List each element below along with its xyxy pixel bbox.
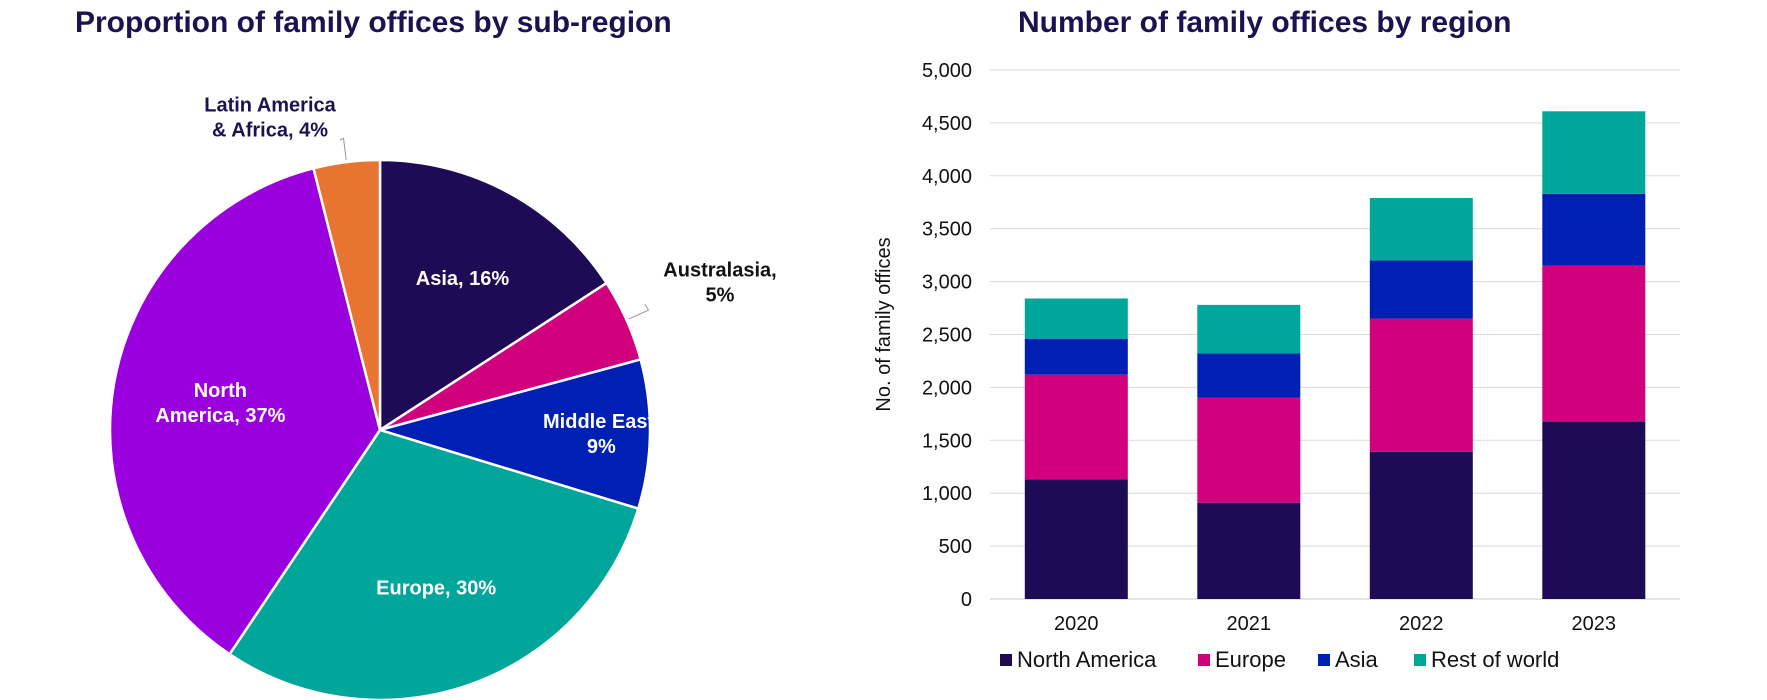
pie-label-latin_america_africa: & Africa, 4% — [212, 120, 328, 142]
bar-segment-rest-of-world — [1197, 304, 1301, 354]
pie-slice-europe — [227, 428, 640, 700]
pie-label-latin_america_africa: Latin America — [204, 95, 336, 117]
pie-label-middle_east: Middle East, — [543, 411, 660, 433]
bar-segment-europe — [1542, 265, 1646, 422]
bar-segment-asia — [1369, 260, 1473, 319]
bar-segment-europe — [1197, 398, 1301, 503]
y-tick-label: 3,500 — [922, 219, 972, 241]
bar-chart-title: Number of family offices by region — [1018, 6, 1512, 39]
pie-slice-latin_america_africa — [311, 158, 382, 431]
pie-slice-middle_east — [375, 357, 652, 511]
pie-label-middle_east: 9% — [587, 436, 616, 458]
bar-segment-asia — [1024, 338, 1128, 375]
y-tick-label: 4,000 — [922, 166, 972, 188]
y-tick-label: 0 — [961, 589, 972, 611]
bar-segment-europe — [1369, 318, 1473, 452]
pie-label-australasia: 5% — [706, 285, 735, 307]
pie-slice-north_america — [108, 166, 382, 656]
y-tick-label: 1,500 — [922, 430, 972, 452]
x-tick-label: 2020 — [1054, 613, 1099, 635]
bar-segment-north-america — [1369, 451, 1473, 599]
pie-slice-asia — [378, 158, 609, 433]
bar-segment-europe — [1024, 374, 1128, 480]
y-axis-label: No. of family offices — [873, 237, 895, 411]
pie-chart: Asia, 16% Australasia, 5% Middle East, 9% Eur… — [108, 95, 777, 700]
bar-segment-north-america — [1024, 479, 1128, 599]
legend-swatch — [1414, 654, 1426, 666]
legend-label: Asia — [1335, 647, 1379, 672]
bar-segment-rest-of-world — [1542, 111, 1646, 194]
y-tick-label: 2,000 — [922, 377, 972, 399]
bar-segment-asia — [1542, 193, 1646, 266]
bar-segment-rest-of-world — [1369, 198, 1473, 261]
legend-label: Rest of world — [1431, 647, 1559, 672]
bar-segment-north-america — [1542, 421, 1646, 599]
pie-chart-title: Proportion of family offices by sub-regi… — [75, 6, 672, 39]
pie-label-europe: Europe, 30% — [376, 578, 496, 600]
pie-label-asia: Asia, 16% — [416, 268, 510, 290]
y-tick-label: 500 — [939, 536, 972, 558]
pie-label-north_america: America, 37% — [155, 405, 285, 427]
legend-label: North America — [1017, 647, 1157, 672]
y-tick-label: 4,500 — [922, 113, 972, 135]
bar-segment-asia — [1197, 353, 1301, 398]
y-tick-label: 2,500 — [922, 325, 972, 347]
pie-label-north_america: North — [194, 380, 247, 402]
x-tick-label: 2023 — [1572, 613, 1617, 635]
bar-segment-rest-of-world — [1024, 298, 1128, 339]
pie-leader-line-latin_america_africa — [339, 137, 347, 161]
x-tick-label: 2022 — [1399, 613, 1444, 635]
legend-swatch — [1198, 654, 1210, 666]
x-tick-label: 2021 — [1227, 613, 1272, 635]
y-tick-label: 5,000 — [922, 60, 972, 82]
pie-leader-line-australasia — [628, 303, 650, 320]
legend-swatch — [1000, 654, 1012, 666]
bar-segment-north-america — [1197, 502, 1301, 599]
y-tick-label: 1,000 — [922, 483, 972, 505]
y-tick-label: 3,000 — [922, 272, 972, 294]
legend-swatch — [1318, 654, 1330, 666]
pie-label-australasia: Australasia, — [663, 260, 776, 282]
legend-label: Europe — [1215, 647, 1286, 672]
